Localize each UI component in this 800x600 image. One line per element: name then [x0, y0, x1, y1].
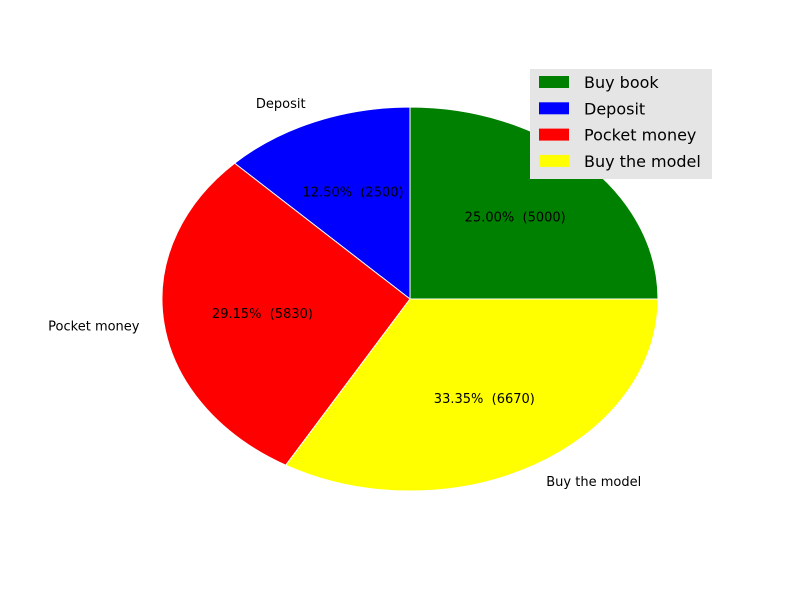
percent-label-buy-book: 25.00% (5000) — [465, 211, 566, 226]
legend-label-buy-the-model: Buy the model — [584, 152, 701, 171]
percent-label-deposit: 12.50% (2500) — [303, 186, 404, 201]
legend-label-deposit: Deposit — [584, 99, 645, 118]
percent-label-pocket-money: 29.15% (5830) — [212, 307, 313, 322]
legend-swatch-buy-book — [539, 76, 569, 88]
percent-label-buy-the-model: 33.35% (6670) — [434, 392, 535, 407]
pie-slice-deposit — [233, 106, 411, 301]
slice-outer-labels: Deposit Pocket money Buy the model — [48, 97, 641, 490]
legend: Buy book Deposit Pocket money Buy the model — [530, 69, 712, 179]
legend-swatch-deposit — [539, 102, 569, 115]
legend-label-buy-book: Buy book — [584, 73, 659, 92]
percent-labels: 25.00% (5000) 12.50% (2500) 29.15% (5830) 3… — [212, 186, 566, 407]
outer-label-pocket-money: Pocket money — [48, 319, 140, 334]
legend-label-pocket-money: Pocket money — [584, 126, 696, 145]
pie-slices — [161, 106, 659, 492]
legend-swatch-buy-the-model — [539, 154, 569, 167]
outer-label-deposit: Deposit — [256, 97, 306, 112]
pie-slice-pocket-money — [161, 162, 411, 466]
pie-slice-buy-the-model — [285, 298, 659, 492]
legend-swatch-pocket-money — [539, 128, 569, 141]
outer-label-buy-the-model: Buy the model — [546, 475, 641, 490]
